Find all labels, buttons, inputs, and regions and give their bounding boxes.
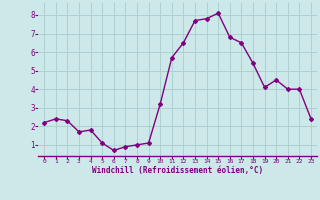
X-axis label: Windchill (Refroidissement éolien,°C): Windchill (Refroidissement éolien,°C) (92, 166, 263, 175)
